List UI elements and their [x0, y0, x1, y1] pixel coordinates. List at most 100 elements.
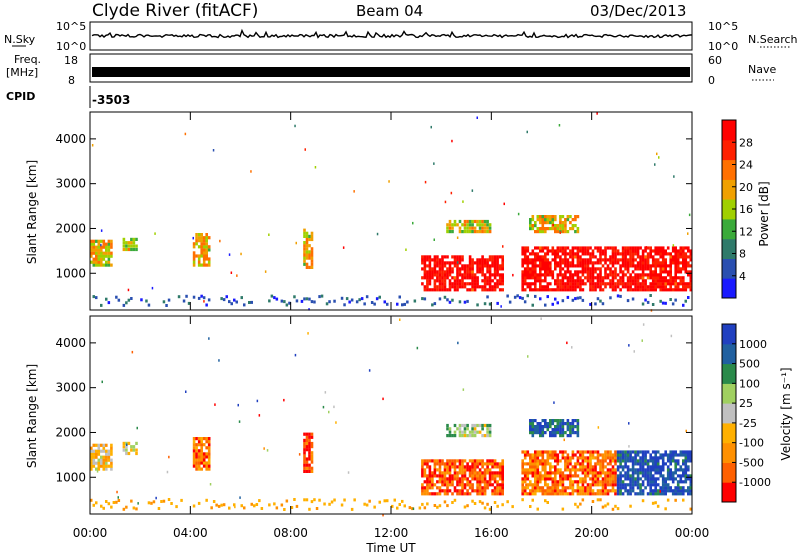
echo-cell [551, 431, 555, 435]
echo-cell [571, 465, 575, 469]
echo-cell [544, 471, 547, 475]
echo-cell [639, 255, 642, 259]
ground-scatter-cell [687, 296, 690, 299]
colorbar-tick-label: 12 [739, 225, 753, 238]
echo-cell [581, 258, 585, 262]
ground-scatter-cell [132, 506, 136, 510]
echo-cell [305, 234, 309, 238]
echo-cell [656, 258, 660, 262]
echo-cell [107, 242, 111, 246]
echo-cell [556, 273, 560, 277]
echo-cell [491, 462, 494, 466]
echo-cell [521, 264, 524, 268]
echo-cell [664, 489, 667, 493]
x-tick-label: 20:00 [574, 526, 609, 540]
echo-cell [421, 489, 424, 493]
echo-cell [559, 279, 562, 283]
echo-cell [207, 440, 211, 444]
echo-cell [544, 252, 547, 256]
echo-cell [473, 465, 477, 469]
echo-cell [646, 285, 650, 289]
echo-cell [523, 258, 527, 262]
echo-cell [426, 288, 429, 292]
echo-cell [639, 450, 642, 454]
ground-scatter-cell [235, 300, 238, 304]
echo-cell [571, 246, 575, 250]
echo-cell [604, 456, 607, 460]
echo-cell [135, 237, 138, 241]
echo-cell [641, 483, 645, 487]
echo-cell [674, 273, 677, 277]
echo-cell [448, 219, 452, 224]
echo-cell [561, 267, 565, 271]
echo-cell [466, 219, 469, 224]
echo-cell [591, 453, 595, 457]
echo-cell [636, 285, 640, 289]
echo-cell [476, 261, 479, 265]
echo-cell [609, 462, 612, 466]
echo-cell [310, 451, 314, 455]
echo-cell [654, 480, 657, 484]
echo-cell [654, 450, 657, 454]
echo-cell [102, 257, 106, 261]
echo-cell [531, 428, 535, 432]
noise-cell [687, 232, 689, 235]
echo-cell [471, 459, 474, 463]
ground-scatter-cell [305, 498, 309, 502]
echo-cell [521, 459, 524, 463]
echo-cell [631, 276, 635, 280]
echo-cell [308, 469, 311, 473]
echo-cell [564, 462, 567, 466]
echo-cell [521, 285, 524, 289]
echo-cell [564, 459, 567, 463]
echo-cell [125, 441, 128, 445]
echo-cell [431, 459, 434, 463]
echo-cell [531, 276, 535, 280]
echo-cell [579, 276, 582, 280]
echo-cell [564, 273, 567, 277]
echo-cell [521, 252, 524, 256]
echo-cell [534, 474, 537, 478]
echo-cell [574, 230, 577, 234]
echo-cell [523, 480, 527, 484]
ground-scatter-cell [90, 498, 93, 502]
echo-cell [687, 474, 690, 478]
echo-cell [676, 453, 680, 457]
ground-scatter-cell [413, 299, 417, 303]
echo-cell [689, 282, 693, 286]
echo-cell [448, 261, 452, 265]
echo-cell [651, 450, 655, 454]
echo-cell [305, 466, 309, 470]
echo-cell [443, 285, 447, 289]
echo-cell [192, 458, 196, 462]
echo-cell [536, 471, 540, 475]
echo-cell [651, 288, 655, 292]
ground-scatter-cell [433, 504, 437, 507]
noise-cell [500, 305, 502, 308]
ground-scatter-cell [473, 502, 477, 505]
echo-cell [581, 459, 585, 463]
echo-cell [621, 483, 625, 487]
echo-cell [609, 459, 612, 463]
echo-cell [486, 430, 489, 434]
echo-cell [436, 261, 439, 265]
echo-cell [654, 459, 657, 463]
echo-cell [446, 255, 449, 259]
ground-scatter-cell [222, 503, 226, 507]
echo-cell [443, 471, 447, 475]
echo-cell [682, 285, 685, 289]
echo-cell [453, 462, 457, 466]
echo-cell [644, 255, 647, 259]
echo-cell [192, 452, 196, 456]
echo-cell [493, 273, 497, 277]
echo-cell [599, 273, 602, 277]
echo-cell [556, 227, 560, 231]
echo-cell [666, 477, 670, 481]
echo-cell [526, 273, 530, 277]
echo-cell [438, 273, 442, 277]
echo-cell [641, 480, 645, 484]
ground-scatter-cell [383, 300, 386, 304]
echo-cell [488, 258, 492, 262]
echo-cell [676, 462, 680, 466]
echo-cell [544, 419, 547, 423]
